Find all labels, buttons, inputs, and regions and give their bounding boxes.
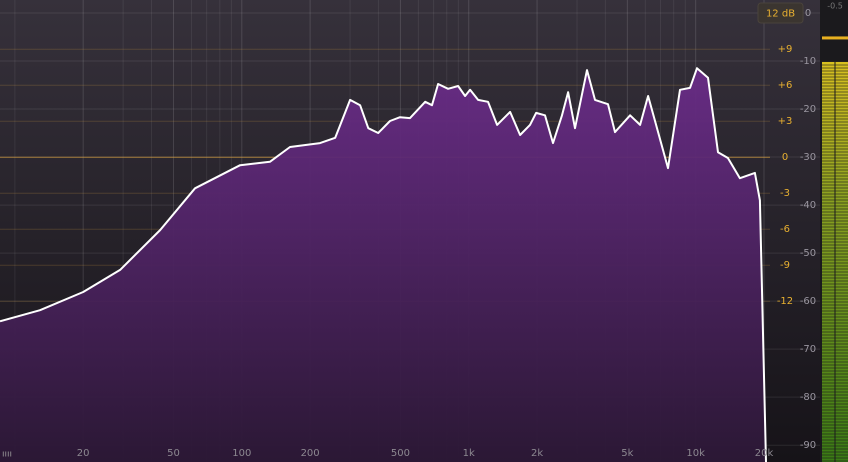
y-tick-label: -10: [800, 56, 816, 67]
y2-tick-label: -12: [777, 296, 793, 307]
x-tick-label: 5k: [621, 448, 633, 459]
x-tick-label: 20: [77, 448, 90, 459]
x-tick-label: 2k: [531, 448, 543, 459]
x-tick-label: 500: [391, 448, 410, 459]
x-tick-label: 100: [232, 448, 251, 459]
y-tick-label: -30: [800, 152, 816, 163]
y-tick-label: 0: [805, 8, 811, 19]
labels: 20 50 100 200 500 1k 2k 5k 10k 20k0-10-20-30-40-5…: [77, 8, 816, 459]
y2-tick-label: +9: [778, 44, 793, 55]
y-tick-label: -80: [800, 392, 816, 403]
y-tick-label: -60: [800, 296, 816, 307]
x-tick-label: 10k: [686, 448, 705, 459]
peak-readout: -0.5: [827, 2, 843, 11]
range-button-label[interactable]: 12 dB: [766, 9, 795, 20]
x-tick-label: 1k: [463, 448, 475, 459]
y-tick-label: -50: [800, 248, 816, 259]
y2-tick-label: +6: [778, 80, 793, 91]
y-tick-label: -20: [800, 104, 816, 115]
y-tick-label: -70: [800, 344, 816, 355]
meter-peak: [822, 36, 848, 40]
y2-tick-label: 0: [782, 152, 788, 163]
range-button[interactable]: [757, 2, 804, 24]
y2-tick-label: -6: [780, 224, 790, 235]
x-tick-label: 20k: [755, 448, 774, 459]
x-tick-label: 50: [167, 448, 180, 459]
y2-tick-label: +3: [778, 116, 793, 127]
x-tick-label: 200: [301, 448, 320, 459]
settings-icon[interactable]: ıııı: [2, 450, 12, 460]
y-tick-label: -90: [800, 440, 816, 451]
y-tick-label: -40: [800, 200, 816, 211]
spectrum-area: [0, 68, 766, 462]
y2-tick-label: -3: [780, 188, 790, 199]
spectrum-line: [0, 67, 767, 462]
y2-tick-label: -9: [780, 260, 790, 271]
plot: [0, 67, 767, 462]
